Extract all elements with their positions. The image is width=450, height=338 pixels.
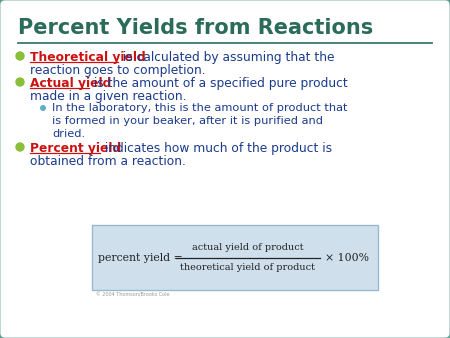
Text: made in a given reaction.: made in a given reaction.: [30, 90, 186, 103]
Text: percent yield =: percent yield =: [98, 253, 186, 263]
Text: theoretical yield of product: theoretical yield of product: [180, 264, 315, 272]
Text: Theoretical yield: Theoretical yield: [30, 51, 146, 64]
Text: obtained from a reaction.: obtained from a reaction.: [30, 155, 186, 168]
Circle shape: [16, 78, 24, 86]
Text: is formed in your beaker, after it is purified and: is formed in your beaker, after it is pu…: [52, 116, 323, 126]
Circle shape: [16, 52, 24, 60]
Text: dried.: dried.: [52, 129, 85, 139]
Text: Percent yield: Percent yield: [30, 142, 121, 155]
Text: Percent Yields from Reactions: Percent Yields from Reactions: [18, 18, 373, 38]
Circle shape: [40, 105, 46, 111]
Text: actual yield of product: actual yield of product: [192, 243, 304, 252]
Text: indicates how much of the product is: indicates how much of the product is: [101, 142, 332, 155]
Text: In the laboratory, this is the amount of product that: In the laboratory, this is the amount of…: [52, 103, 347, 113]
Text: is calculated by assuming that the: is calculated by assuming that the: [119, 51, 334, 64]
Text: × 100%: × 100%: [325, 253, 369, 263]
Text: reaction goes to completion.: reaction goes to completion.: [30, 64, 206, 77]
Text: Actual yield: Actual yield: [30, 77, 112, 90]
Text: © 2004 Thomson/Brooks Cole: © 2004 Thomson/Brooks Cole: [96, 292, 170, 297]
Bar: [92, 225, 378, 290]
Circle shape: [16, 143, 24, 151]
Text: is the amount of a specified pure product: is the amount of a specified pure produc…: [90, 77, 348, 90]
